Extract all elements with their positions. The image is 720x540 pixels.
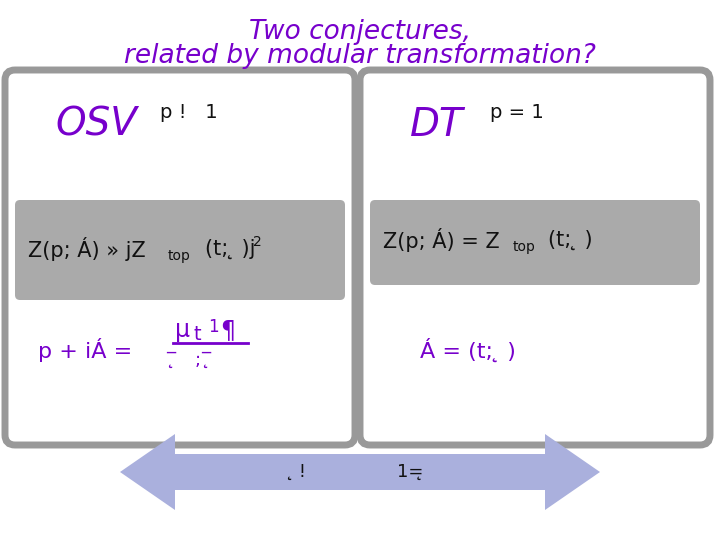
- Text: 2: 2: [253, 235, 262, 249]
- Text: (t; ̨ ): (t; ̨ ): [548, 230, 593, 250]
- Text: related by modular transformation?: related by modular transformation?: [124, 43, 596, 69]
- Text: top: top: [513, 240, 536, 254]
- Text: ;: ;: [195, 351, 201, 369]
- Polygon shape: [120, 434, 600, 510]
- Text: p + iÁ =: p + iÁ =: [38, 338, 132, 362]
- FancyBboxPatch shape: [360, 70, 710, 445]
- Text: OSV: OSV: [55, 106, 137, 144]
- Text: 1: 1: [208, 318, 219, 336]
- Text: Á = (t; ̨ ): Á = (t; ̨ ): [420, 338, 516, 362]
- Text: Z(p; Á) » jZ: Z(p; Á) » jZ: [28, 237, 145, 261]
- Text: p !   1: p ! 1: [160, 103, 217, 122]
- Text: μ: μ: [175, 318, 190, 342]
- Text: ¶: ¶: [220, 318, 235, 342]
- FancyBboxPatch shape: [5, 70, 355, 445]
- FancyBboxPatch shape: [370, 200, 700, 285]
- Text: 1=̨: 1=̨: [397, 463, 423, 481]
- Text: t: t: [193, 326, 201, 345]
- Text: ̨ !: ̨ !: [294, 463, 307, 481]
- Text: top: top: [168, 249, 191, 263]
- Text: (t; ̨ )j: (t; ̨ )j: [205, 239, 256, 259]
- Text: Two conjectures,: Two conjectures,: [249, 19, 471, 45]
- Text: p = 1: p = 1: [490, 103, 544, 122]
- Text: DT: DT: [410, 106, 464, 144]
- FancyBboxPatch shape: [15, 200, 345, 300]
- Text: Z(p; Á) = Z: Z(p; Á) = Z: [383, 228, 500, 252]
